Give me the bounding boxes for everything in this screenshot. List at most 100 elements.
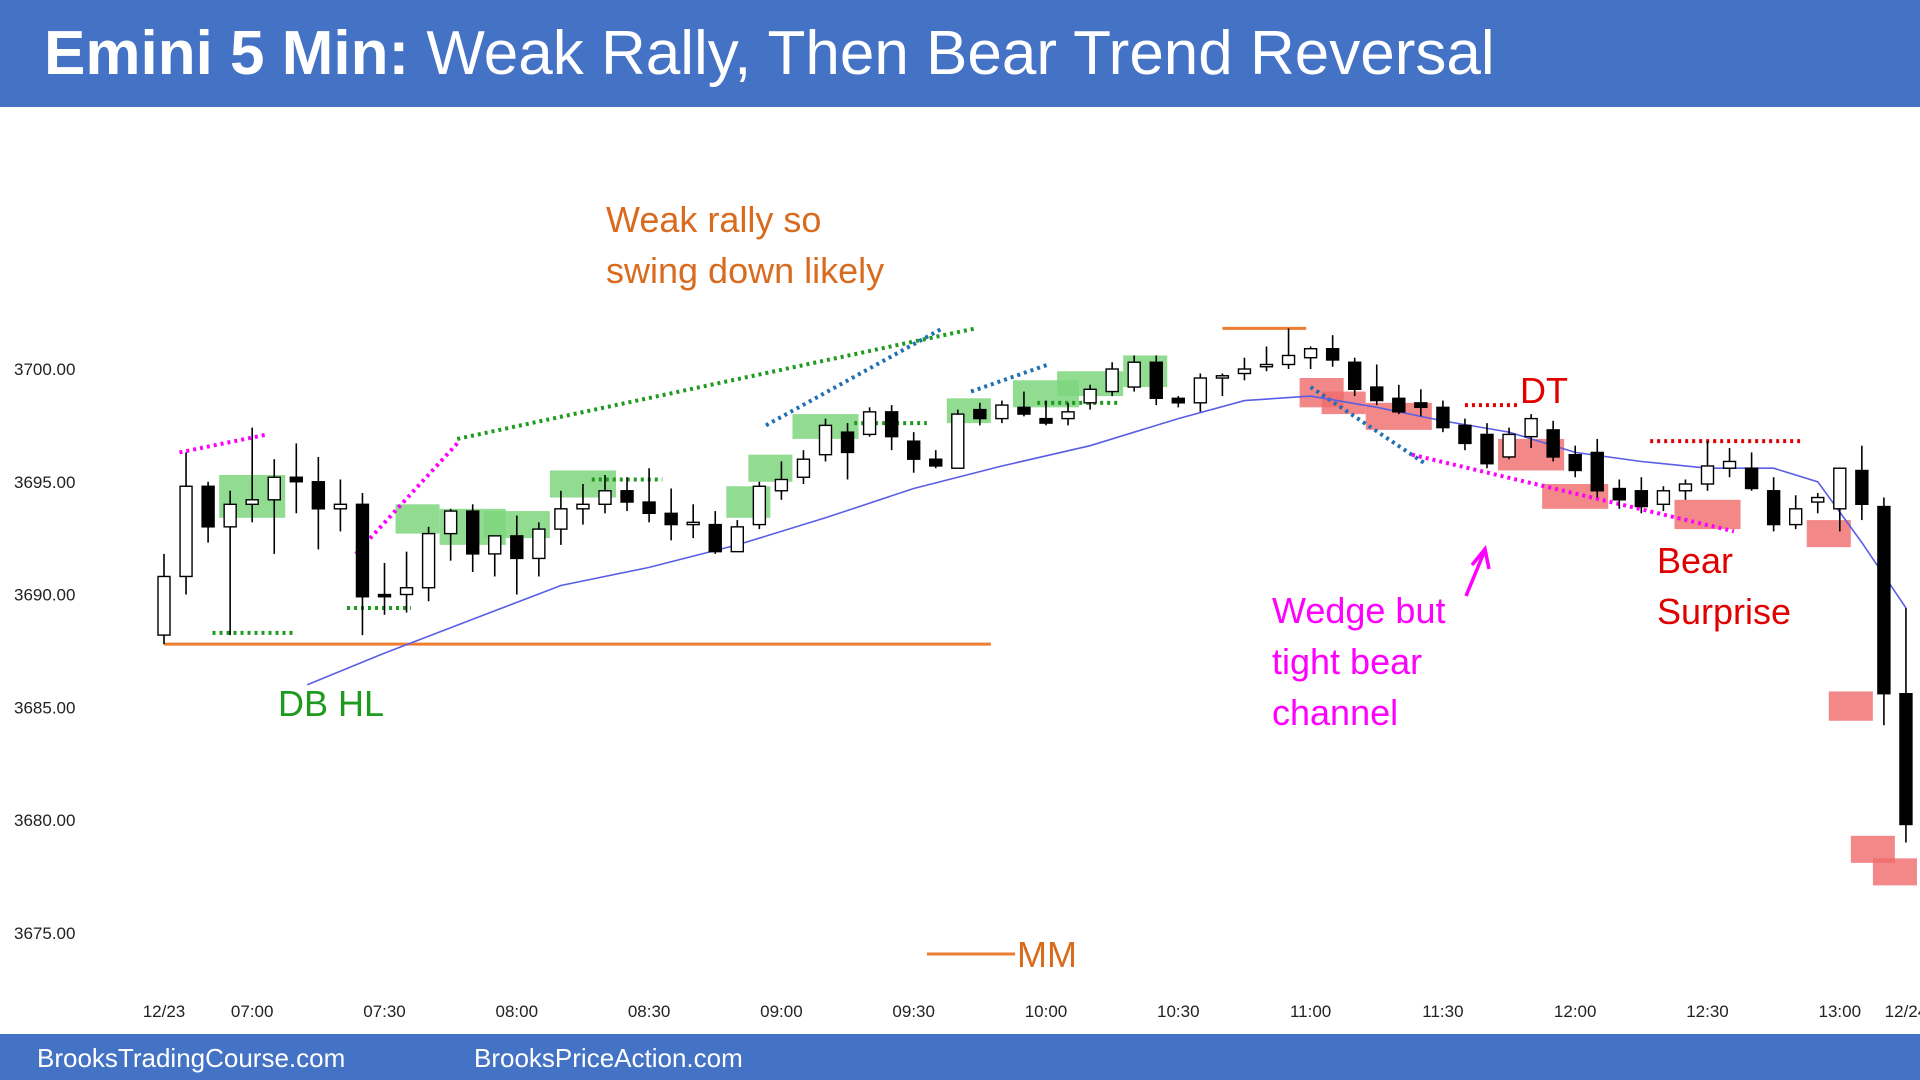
bull-candle-body (796, 458, 811, 478)
bear-candle-body (1877, 505, 1891, 695)
annotation-bear-2: Surprise (1657, 591, 1791, 632)
bear-candle-body (1899, 693, 1913, 826)
bear-candle-body (840, 431, 855, 454)
bear-candle-body (1590, 451, 1604, 492)
bull-candle-body (598, 490, 612, 505)
x-tick-label: 11:30 (1422, 1002, 1463, 1021)
bear-candle-body (1017, 406, 1031, 415)
bull-candle-body (223, 503, 237, 528)
wedge-arrow-head (1470, 545, 1491, 570)
bear-signal-shade (1321, 391, 1366, 415)
bull-candle-body (862, 411, 877, 436)
bull-candle-body (1502, 433, 1516, 458)
bull-candle-body (576, 503, 590, 510)
bull-candle-body (1237, 368, 1252, 375)
bear-signal-shade (1806, 520, 1851, 548)
wedge-arrow (1464, 549, 1487, 597)
bear-candle-body (1149, 361, 1163, 400)
bear-candle-body (311, 481, 326, 510)
bull-candle-body (995, 404, 1009, 420)
bull-candle-body (1788, 508, 1803, 526)
bear-candle-body (1392, 397, 1406, 413)
bear-candle-body (510, 535, 524, 560)
bull-candle-body (774, 478, 789, 492)
bull-candle-body (1678, 483, 1693, 492)
bear-candle-body (377, 593, 392, 598)
bull-candle-body (1127, 361, 1141, 388)
trend-dotted-line (456, 326, 976, 441)
annotation-mm: MM (1017, 934, 1077, 975)
footer-bar: BrooksTradingCourse.com BrooksPriceActio… (0, 1034, 1920, 1080)
bull-candle-body (157, 575, 171, 636)
x-tick-label: 12:00 (1554, 1002, 1597, 1021)
bear-candle-body (1458, 424, 1472, 445)
bear-candle-body (355, 503, 370, 598)
bull-signal-shade (748, 454, 793, 482)
x-tick-label: 09:00 (760, 1002, 803, 1021)
page-title: Emini 5 Min: Weak Rally, Then Bear Trend… (44, 18, 1495, 90)
bull-candle-body (1259, 363, 1274, 368)
annotation-weak-rally-1: Weak rally so (606, 199, 821, 240)
bull-candle-body (818, 424, 833, 456)
x-tick-label: 13:00 (1819, 1002, 1862, 1021)
bear-candle-body (1480, 433, 1494, 465)
bear-candle-body (201, 485, 215, 528)
bear-candle-body (1370, 386, 1384, 402)
magenta-dotted-line (179, 432, 269, 455)
bull-candle-body (951, 413, 965, 469)
wedge-down-dotted-line (1411, 452, 1735, 534)
bull-candle-body (554, 508, 568, 530)
bear-candle-body (1436, 406, 1450, 429)
bull-candle-body (488, 535, 502, 555)
bull-candle-body (267, 476, 281, 501)
bear-candle-body (664, 512, 678, 526)
bull-signal-shade (395, 504, 440, 534)
y-tick-label: 3695.00 (14, 473, 75, 492)
y-tick-label: 3680.00 (14, 811, 75, 830)
bull-candle-body (333, 503, 348, 510)
title-bold-part: Emini 5 Min: (44, 19, 410, 88)
x-tick-label: 09:30 (892, 1002, 935, 1021)
x-tick-label: 07:30 (363, 1002, 406, 1021)
bull-candle-body (752, 485, 767, 526)
bull-candle-body (1083, 388, 1097, 404)
bull-candle-body (1656, 490, 1671, 505)
bear-candle-body (884, 411, 899, 438)
title-rest-part: Weak Rally, Then Bear Trend Reversal (409, 19, 1495, 88)
bull-candle-body (1215, 375, 1230, 379)
bear-candle-body (1855, 469, 1869, 506)
bull-candle-body (1281, 354, 1296, 366)
bear-candle-body (708, 523, 722, 553)
bear-candle-body (1414, 402, 1428, 409)
price-chart: 3700.00 3695.00 3690.00 3685.00 3680.00 3675.… (14, 199, 1920, 1021)
x-tick-label: 11:00 (1290, 1002, 1331, 1021)
bull-candle-body (421, 532, 436, 589)
bear-candle-body (289, 476, 303, 483)
bear-candle-body (1171, 397, 1186, 404)
bull-candle-body (1700, 465, 1715, 485)
bull-candle-body (1833, 467, 1847, 510)
bear-candle-body (1766, 490, 1781, 526)
x-tick-label: 10:30 (1157, 1002, 1200, 1021)
annotation-wedge-2: tight bear (1272, 641, 1422, 682)
bull-candle-body (1722, 460, 1737, 469)
annotation-weak-rally-2: swing down likely (606, 250, 884, 291)
annotation-db-hl: DB HL (278, 683, 384, 724)
bear-candle-body (1634, 490, 1649, 508)
bear-signal-shade (1828, 691, 1873, 721)
x-tick-label: 07:00 (231, 1002, 274, 1021)
footer-link-trading-course[interactable]: BrooksTradingCourse.com (37, 1043, 346, 1073)
bear-candle-body (929, 458, 943, 467)
bull-candle-body (1061, 411, 1075, 420)
x-tick-label: 12/23 (143, 1002, 186, 1021)
bear-candle-body (620, 490, 634, 503)
bear-candle-body (1612, 487, 1627, 501)
footer-link-price-action[interactable]: BrooksPriceAction.com (474, 1043, 743, 1073)
bear-candle-body (973, 408, 987, 420)
annotation-dt: DT (1520, 370, 1568, 411)
bear-candle-body (1546, 429, 1560, 458)
x-tick-label: 10:00 (1025, 1002, 1068, 1021)
annotation-wedge-3: channel (1272, 692, 1398, 733)
bear-candle-body (1325, 348, 1340, 361)
annotation-bear-1: Bear (1657, 540, 1733, 581)
